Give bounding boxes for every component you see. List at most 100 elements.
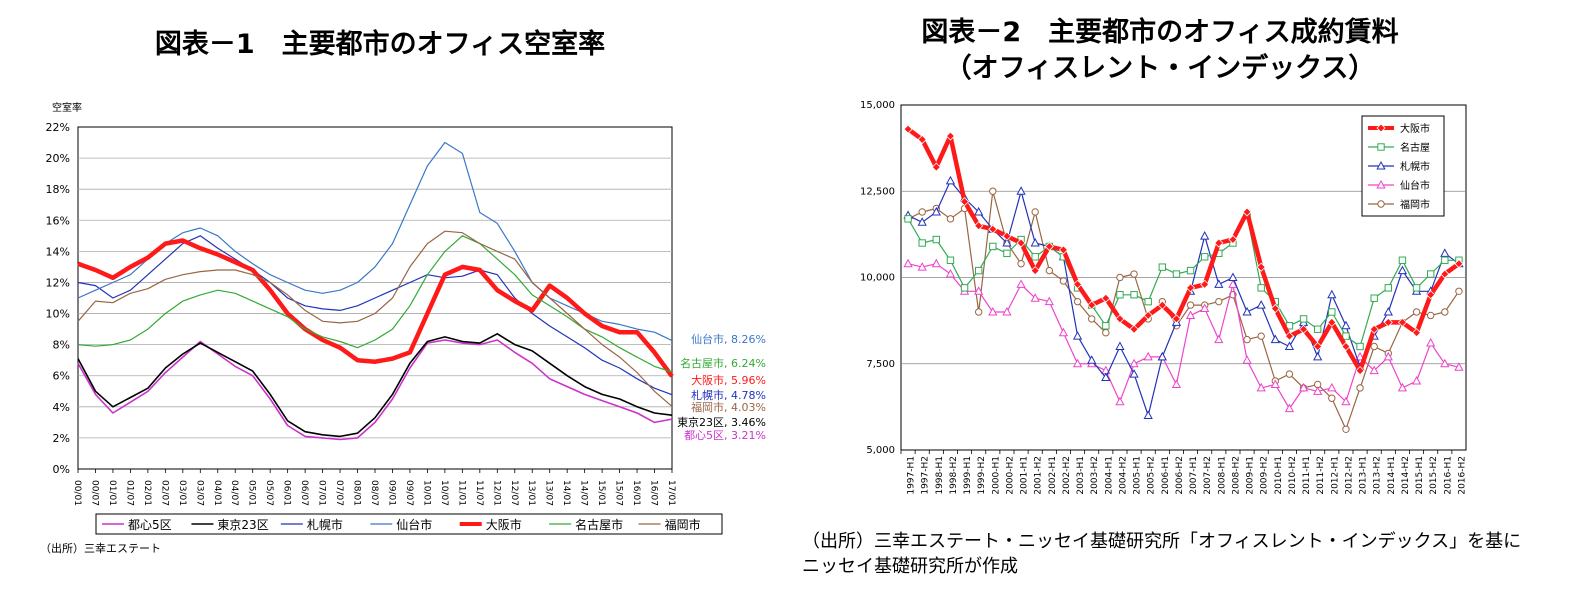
data-point [1185,310,1196,319]
data-point [1215,297,1223,306]
data-point [1214,238,1224,248]
data-point [1440,358,1450,368]
x-tick-label: 2016-H1 [1443,456,1453,495]
data-point [1059,277,1068,285]
x-tick-label: 12/07 [509,480,519,506]
x-tick-label: 1999-H2 [977,456,987,495]
data-point [1031,208,1039,216]
x-tick-label: 09/01 [386,480,396,506]
data-point [1397,382,1408,392]
data-point [1426,338,1436,347]
x-tick-label: 14/01 [561,480,571,506]
data-point [1143,310,1153,321]
x-tick-label: 2011-H1 [1302,456,1312,495]
data-point [917,134,927,145]
y-tick-label: 5,000 [866,445,895,456]
data-point [1270,334,1280,344]
data-point [1355,351,1365,361]
x-tick-label: 07/01 [317,480,327,506]
figure2-source: （出所）三幸エステート・ニッセイ基礎研究所「オフィスレント・インデックス」を基に [802,531,1522,552]
x-tick-label: 2010-H1 [1274,456,1284,495]
data-point [1327,289,1337,299]
series-line-都心5区 [77,339,673,441]
x-tick-label: 13/01 [526,480,536,506]
data-point [1116,273,1124,282]
legend-label: 大阪市 [486,517,522,532]
data-point [946,256,955,264]
data-point [988,306,998,316]
x-tick-label: 2001-H2 [1034,456,1044,495]
data-point [1257,284,1265,292]
x-tick-label: 09/07 [404,480,414,506]
x-tick-label: 2009-H1 [1246,456,1256,495]
data-point [1412,308,1421,316]
legend-label: 札幌市 [1400,160,1430,173]
data-point [1412,284,1421,292]
x-tick-label: 1998-H1 [935,456,945,495]
data-point [1044,241,1054,252]
data-point [1370,294,1378,302]
data-point [1369,324,1379,334]
x-tick-label: 03/07 [194,480,204,506]
figure1-source: （出所）三幸エステート [40,542,161,555]
data-point [1256,382,1266,392]
x-tick-label: 2015-H2 [1429,456,1439,495]
data-point [1299,315,1308,323]
data-point [1017,260,1025,268]
y-tick-label: 6% [53,370,70,383]
data-point [1356,384,1364,392]
x-tick-label: 08/07 [369,480,379,506]
data-point [1313,386,1323,395]
end-value-label: 大阪市, 5.96% [691,373,766,387]
x-tick-label: 11/07 [474,480,484,506]
data-point [1002,231,1012,241]
legend-label: 東京23区 [217,518,268,532]
plot-area [77,126,673,470]
data-point [1383,351,1393,361]
legend-label: 都心5区 [128,518,172,532]
data-point [1157,351,1167,361]
legend-label: 仙台市 [1400,179,1430,192]
y-tick-label: 16% [46,214,70,227]
x-tick-label: 06/07 [299,480,309,506]
data-point [918,239,926,247]
rent-index-chart: 5,000 7,500 10,000 12,500 15,000 1997-H1 1997-… [860,100,1467,495]
x-tick-label: 2004-H2 [1118,456,1128,495]
data-point [1130,291,1138,299]
x-tick-label: 2008-H2 [1231,456,1241,495]
x-tick-label: 2007-H2 [1203,456,1213,495]
data-point [989,242,997,251]
data-point [1242,355,1252,364]
x-tick-label: 2016-H2 [1457,456,1467,495]
x-tick-label: 2013-H2 [1373,456,1383,495]
legend-label: 福岡市 [665,517,701,532]
x-tick-label: 12/01 [491,480,501,506]
x-tick-label: 2012-H1 [1330,456,1340,495]
x-tick-label: 2014-H1 [1387,456,1397,495]
data-point [931,206,941,216]
x-tick-label: 1999-H1 [963,456,973,495]
data-point [1411,328,1422,338]
data-point [1455,287,1463,295]
data-point [1171,379,1182,388]
series-line-福岡市 [907,190,1460,430]
data-point [1440,269,1450,279]
data-point [1285,370,1294,378]
data-point [1384,284,1393,292]
legend [95,513,723,535]
end-value-label: 仙台市, 8.26% [691,332,766,346]
x-tick-label: 2012-H2 [1344,456,1354,495]
series-line-名古屋市 [77,235,673,373]
series-line-札幌市 [77,235,673,396]
data-point [1242,306,1252,316]
data-point [1087,300,1097,310]
x-tick-label: 16/07 [649,480,659,506]
x-tick-label: 00/07 [89,480,99,506]
data-point [1328,394,1336,402]
x-tick-label: 05/07 [264,480,274,506]
data-point [959,197,970,207]
x-tick-label: 2003-H2 [1090,456,1100,495]
data-point [1102,322,1110,330]
series-line-福岡市 [77,230,673,407]
x-tick-label: 14/07 [579,480,589,506]
